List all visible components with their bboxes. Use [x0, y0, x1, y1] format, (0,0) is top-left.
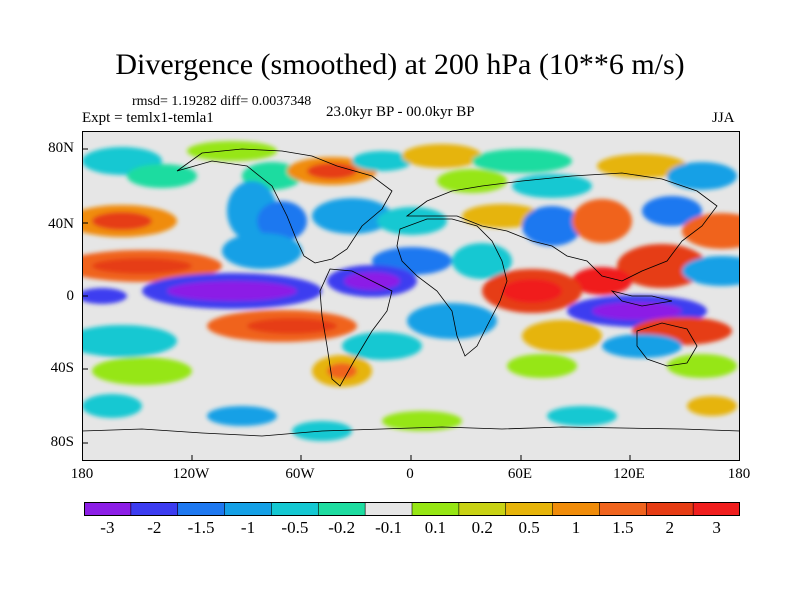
south-america-coast [319, 268, 393, 387]
rmsd-stats: rmsd= 1.19282 diff= 0.0037348 [132, 94, 312, 109]
plot-title: Divergence (smoothed) at 200 hPa (10**6 … [115, 48, 685, 81]
colorbar-box [692, 502, 740, 516]
lon-label-120w: 120W [172, 466, 210, 482]
colorbar-label: 3 [712, 518, 721, 537]
colorbar-label: -0.5 [281, 518, 309, 537]
africa-coast [396, 218, 508, 357]
colorbar-box [177, 502, 226, 516]
colorbar-box [458, 502, 507, 516]
lon-label-60w: 60W [285, 466, 315, 482]
colorbar-label: 0.2 [471, 518, 493, 537]
lon-label-60e: 60E [507, 466, 533, 482]
maritime-continent-coast [610, 290, 673, 307]
colorbar-label: -0.2 [328, 518, 356, 537]
colorbar-frame [84, 502, 740, 516]
colorbar-box [599, 502, 648, 516]
lat-label-0: 0 [66, 288, 75, 304]
coastlines [82, 148, 740, 437]
period-label: 23.0kyr BP - 00.0kyr BP [326, 104, 475, 120]
colorbar-label: 1.5 [612, 518, 634, 537]
season-label: JJA [712, 110, 735, 126]
colorbar-label: 2 [665, 518, 674, 537]
colorbar-label: 1 [571, 518, 581, 537]
colorbar-label: -3 [100, 518, 115, 537]
lat-label-40s: 40S [50, 360, 74, 376]
colorbar-box [317, 502, 366, 516]
eurasia-coast [405, 172, 718, 282]
colorbar-label: 0.1 [424, 518, 447, 537]
colorbar-label: 0.5 [518, 518, 540, 537]
colorbar-box [505, 502, 554, 516]
lon-label-180w: 180 [70, 466, 94, 482]
colorbar-label: -1 [240, 518, 256, 537]
colorbar-label: -0.1 [375, 518, 403, 537]
lat-ticks [82, 148, 88, 444]
colorbar-box [411, 502, 460, 516]
colorbar-box [271, 502, 320, 516]
lat-label-80s: 80S [50, 434, 74, 450]
lon-label-0: 0 [406, 466, 414, 482]
divergence-map [82, 131, 740, 461]
antarctica-coast [82, 426, 740, 437]
lon-ticks [82, 455, 740, 461]
colorbar-box [130, 502, 179, 516]
colorbar-box [224, 502, 273, 516]
colorbar-box [552, 502, 601, 516]
experiment-label: Expt = temlx1-temla1 [82, 110, 214, 126]
colorbar-box [84, 502, 132, 516]
lon-label-120e: 120E [613, 466, 645, 482]
colorbar-box [364, 502, 413, 516]
lat-label-80n: 80N [48, 140, 74, 156]
colorbar-label: -2 [147, 518, 162, 537]
lon-label-180e: 180 [727, 466, 751, 482]
divergence-field [82, 141, 740, 441]
australia-coast [636, 322, 698, 367]
colorbar [84, 502, 740, 516]
north-america-coast [176, 148, 393, 264]
lat-label-40n: 40N [48, 216, 74, 232]
colorbar-box [645, 502, 694, 516]
colorbar-label: -1.5 [187, 518, 215, 537]
